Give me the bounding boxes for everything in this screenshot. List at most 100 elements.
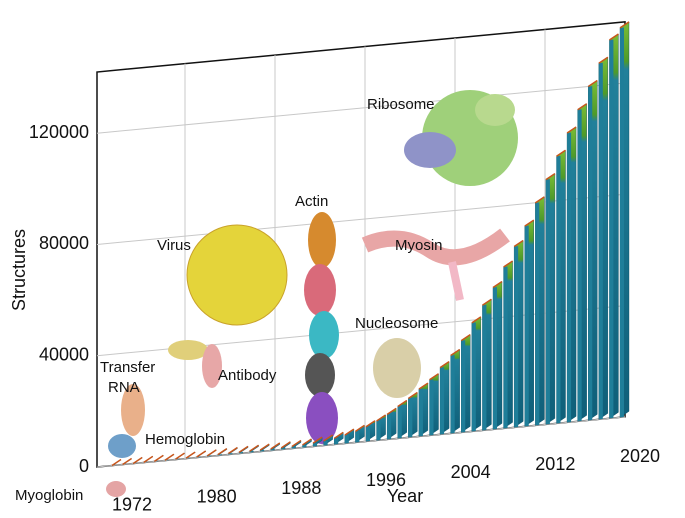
bar-top-edge: [545, 172, 556, 181]
bar-front: [408, 398, 413, 438]
bar-top-edge: [153, 454, 164, 462]
bar-top-edge: [164, 453, 175, 461]
bar-top-edge: [619, 21, 630, 29]
bar-top-edge: [333, 431, 344, 439]
grid-line: [96, 416, 626, 468]
bar-top-edge: [280, 441, 291, 449]
bar-top-edge: [185, 451, 196, 459]
bar-top-edge: [143, 455, 154, 464]
bar-top-edge: [312, 436, 323, 444]
bar-front: [313, 442, 318, 447]
x-axis-label: Year: [387, 486, 423, 506]
bar-front: [196, 456, 201, 458]
bar-top-edge: [397, 399, 408, 408]
bar-top-edge: [175, 452, 185, 460]
bar-front: [482, 304, 487, 431]
bar-top-edge: [259, 443, 270, 451]
bar-front: [514, 246, 519, 428]
myosin-image: [448, 261, 464, 301]
annotation: Hemoglobin: [145, 431, 225, 448]
actin-image: [304, 264, 336, 316]
bar-front: [524, 225, 529, 427]
annotation: Transfer RNA: [100, 359, 155, 396]
bar-front: [323, 440, 328, 446]
bar-front: [503, 266, 508, 429]
ribosome-image: [404, 132, 456, 168]
bar-top-edge: [355, 424, 365, 432]
bar-top-edge: [513, 239, 524, 248]
protein-images: [106, 90, 518, 497]
nucleosome-image: [373, 338, 421, 398]
antibody-image: [202, 344, 222, 388]
bar-top-edge: [270, 442, 281, 450]
antibody-image: [168, 340, 208, 360]
bar-top-edge: [482, 298, 492, 306]
y-tick-label: 80000: [39, 233, 89, 253]
annotation: Antibody: [218, 367, 277, 384]
virus-image: [186, 224, 288, 326]
bar-top-edge: [228, 446, 238, 455]
y-tick-label: 40000: [39, 344, 89, 364]
bar-top-edge: [460, 333, 471, 342]
x-tick-label: 2004: [451, 462, 491, 482]
annotation: Virus: [157, 237, 191, 254]
bar-top-edge: [534, 196, 545, 204]
bar-top-edge: [206, 449, 217, 457]
bar-front: [545, 179, 550, 425]
x-tick-label: 1980: [197, 486, 237, 506]
ribosome-image: [475, 94, 515, 126]
actin-image: [308, 212, 336, 268]
bar-top-edge: [122, 457, 132, 466]
bar-top-edge: [492, 280, 503, 289]
bar-front: [588, 86, 593, 421]
bar-front: [620, 27, 624, 418]
bar-front: [355, 430, 360, 443]
bar-top-edge: [132, 456, 143, 465]
bar-top-edge: [556, 149, 566, 157]
trna-image: [121, 384, 145, 436]
bar-front: [207, 455, 212, 457]
y-tick-label: 120000: [29, 122, 89, 142]
bar-top-edge: [291, 439, 302, 448]
bar-front: [344, 434, 349, 444]
bar-top-edge: [566, 126, 577, 134]
annotation: Myoglobin: [15, 487, 83, 504]
x-tick-label: 1972: [112, 494, 152, 514]
actin-image: [305, 353, 335, 397]
y-axis-label: Structures: [9, 229, 29, 311]
annotation: Ribosome: [367, 96, 435, 113]
bar-front: [567, 132, 572, 423]
bar-top-edge: [196, 450, 207, 458]
bar-front: [334, 437, 339, 445]
annotation: Nucleosome: [355, 315, 438, 332]
bar-front: [450, 355, 455, 434]
bar-front: [556, 155, 561, 424]
bar-front: [440, 367, 445, 435]
bar-front: [302, 444, 307, 448]
actin-image: [309, 311, 339, 359]
bar-front: [366, 426, 370, 442]
bar-top-edge: [386, 407, 397, 416]
bar-top-edge: [429, 373, 439, 381]
bar-front: [493, 287, 497, 430]
bar-top-edge: [418, 382, 429, 390]
bar-top-edge: [111, 458, 122, 467]
bar-front: [577, 109, 582, 422]
bar-front: [376, 420, 381, 441]
bar-top-edge: [577, 103, 588, 111]
bar-top-edge: [217, 448, 228, 456]
bar-front: [387, 413, 392, 440]
bar-top-edge: [439, 361, 450, 369]
y-tick-label: 0: [79, 456, 89, 476]
bar-top-edge: [450, 348, 461, 357]
bar-front: [609, 39, 614, 419]
annotation: Myosin: [395, 237, 443, 254]
bar-top-edge: [407, 391, 418, 400]
bar-top-edge: [587, 79, 598, 88]
bar-front: [598, 62, 603, 420]
bar-front: [535, 202, 540, 426]
bar-top-edge: [598, 56, 609, 64]
bar-top-edge: [609, 33, 619, 41]
hemoglobin-image: [108, 434, 136, 458]
bar-top-edge: [503, 260, 513, 268]
